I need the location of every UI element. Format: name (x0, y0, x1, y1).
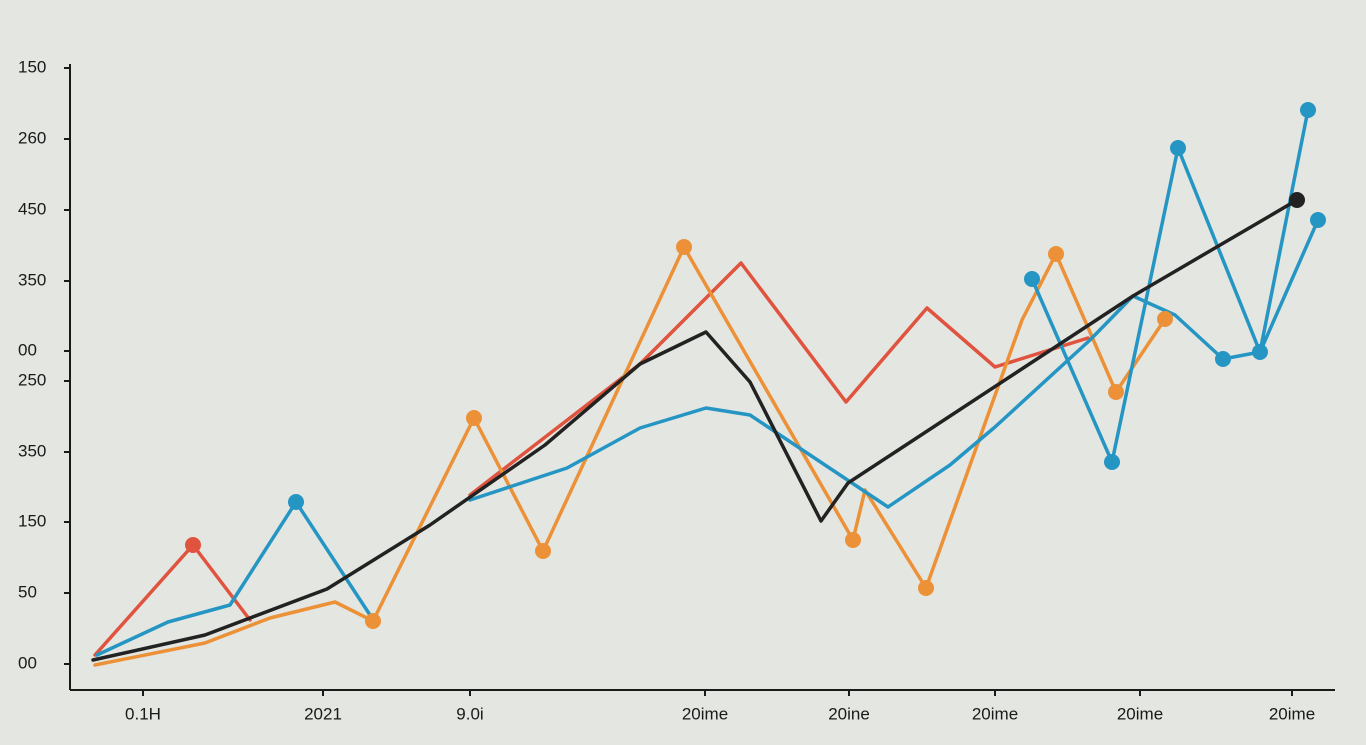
y-tick-label: 150 (18, 57, 46, 76)
x-tick-label: 20ime (1117, 704, 1163, 723)
point-marker (845, 532, 861, 548)
point-marker (1048, 246, 1064, 262)
point-marker (288, 494, 304, 510)
point-marker (1300, 102, 1316, 118)
point-marker (185, 537, 201, 553)
y-tick-label: 150 (18, 511, 46, 530)
x-tick-label: 2021 (304, 704, 342, 723)
series-line (93, 245, 1167, 667)
point-marker (365, 613, 381, 629)
point-marker (1310, 212, 1326, 228)
y-tick-label: 00 (18, 653, 37, 672)
y-tick-label: 260 (18, 128, 46, 147)
point-marker (1104, 454, 1120, 470)
point-marker (1252, 344, 1268, 360)
y-tick-label: 450 (18, 199, 46, 218)
point-marker (1157, 311, 1173, 327)
x-tick-label: 0.1H (125, 704, 161, 723)
point-marker (1024, 271, 1040, 287)
point-marker (1215, 351, 1231, 367)
x-tick-label: 20ime (972, 704, 1018, 723)
x-tick-label: 20ime (1269, 704, 1315, 723)
x-tick-label: 9.0i (456, 704, 483, 723)
point-marker (1170, 140, 1186, 156)
y-tick-label: 50 (18, 582, 37, 601)
series-line (93, 261, 1090, 657)
y-tick-label: 00 (18, 340, 37, 359)
point-marker (918, 580, 934, 596)
point-marker (1108, 384, 1124, 400)
point-marker (1289, 192, 1305, 208)
series-line (95, 108, 1320, 657)
y-tick-label: 350 (18, 270, 46, 289)
x-tick-label: 20ine (828, 704, 870, 723)
y-tick-label: 250 (18, 370, 46, 389)
point-marker (676, 239, 692, 255)
x-tick-label: 20ime (682, 704, 728, 723)
point-marker (535, 543, 551, 559)
series-line (91, 198, 1299, 662)
y-tick-label: 350 (18, 441, 46, 460)
point-marker (466, 410, 482, 426)
